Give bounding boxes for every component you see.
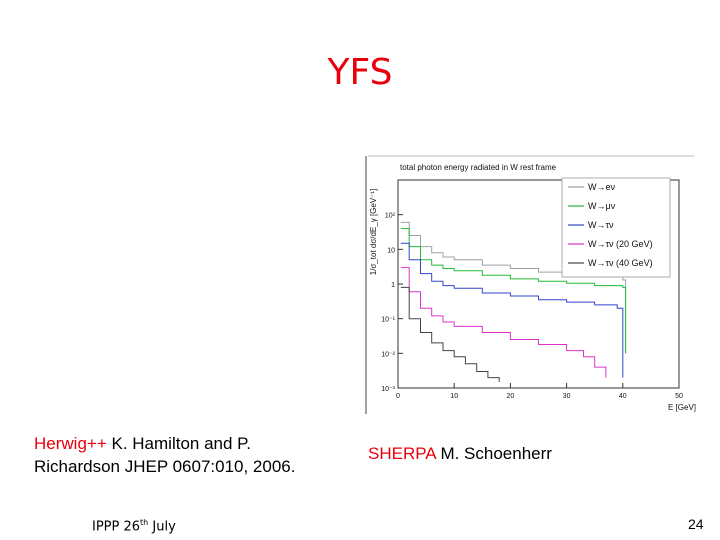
footer-event-month: July [148, 519, 176, 535]
legend-label: W→eν [588, 182, 616, 192]
legend-label: W→μν [588, 201, 616, 211]
sherpa-author: M. Schoenherr [435, 444, 552, 463]
sherpa-label: SHERPA [368, 444, 436, 463]
x-tick-label: 0 [396, 393, 400, 400]
x-ticks: 0 10 20 30 40 50 [396, 383, 683, 400]
series-line-4 [400, 267, 607, 378]
y-tick-label: 10² [385, 213, 396, 220]
y-tick-label: 10⁻² [381, 351, 395, 358]
footer-event-text: IPPP 26 [92, 519, 141, 535]
x-tick-label: 20 [507, 393, 515, 400]
citation-herwig: Herwig++ K. Hamilton and P. Richardson J… [34, 432, 295, 478]
herwig-authors: K. Hamilton and P. [106, 434, 252, 453]
herwig-journal: Richardson JHEP 0607:010, 2006. [34, 457, 296, 476]
chart-title: total photon energy radiated in W rest f… [400, 163, 557, 172]
chart-legend: W→eν W→μν W→τν W→τν (20 GeV) W→τν (40 GeV) [561, 177, 671, 278]
x-axis-label: E [GeV] [668, 403, 696, 412]
y-ticks: 10² 10 1 10⁻¹ 10⁻² 10⁻³ [381, 213, 403, 393]
footer-event-sup: th [140, 518, 149, 527]
herwig-label: Herwig++ [34, 434, 107, 453]
legend-label: W→τν [588, 220, 614, 230]
series-line-3 [400, 242, 624, 378]
series-group [400, 221, 627, 382]
photon-energy-chart: total photon energy radiated in W rest f… [364, 152, 696, 420]
x-tick-label: 40 [619, 393, 627, 400]
y-tick-label: 10 [387, 247, 395, 254]
citation-sherpa: SHERPA M. Schoenherr [368, 444, 552, 464]
footer-event: IPPP 26th July [92, 518, 176, 534]
y-axis-label: 1/σ_tot dσ/dE_γ [GeV⁻¹] [369, 189, 378, 276]
y-tick-label: 10⁻³ [381, 386, 395, 393]
x-tick-label: 50 [675, 393, 683, 400]
x-tick-label: 10 [450, 393, 458, 400]
legend-label: W→τν (20 GeV) [588, 239, 653, 249]
legend-label: W→τν (40 GeV) [588, 258, 653, 268]
legend-box [561, 177, 671, 278]
x-tick-label: 30 [563, 393, 571, 400]
y-tick-label: 10⁻¹ [381, 317, 395, 324]
page-number: 24 [688, 516, 704, 532]
slide-title: YFS [327, 52, 393, 93]
series-line-5 [400, 286, 500, 382]
y-tick-label: 1 [391, 282, 395, 289]
